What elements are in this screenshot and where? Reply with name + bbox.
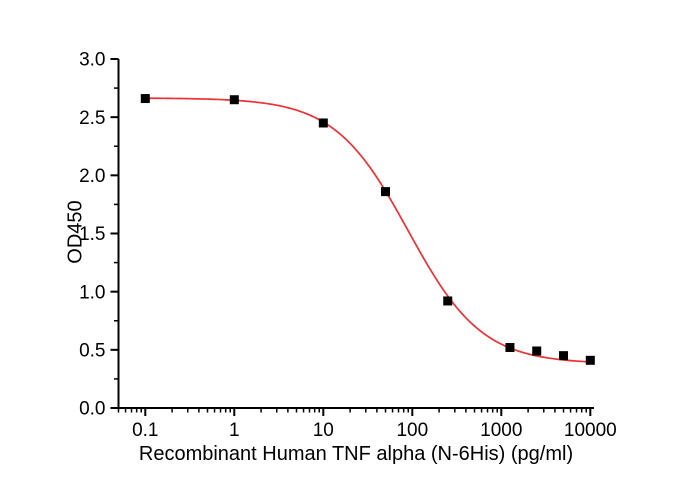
y-tick-label: 3.0 [79,50,105,71]
x-tick-label: 10 [313,420,334,441]
data-point-marker [559,351,569,361]
data-point-marker [381,187,391,197]
x-tick-label: 1 [229,420,240,441]
data-point-marker [585,355,595,365]
x-tick-label: 100 [396,420,428,441]
x-tick-label: 0.1 [132,420,158,441]
y-tick-label: 0.0 [79,399,105,420]
y-tick-label: 1.5 [79,224,105,245]
y-axis-title: OD450 [64,200,87,264]
y-tick-label: 0.5 [79,340,105,361]
data-point-marker [443,296,453,306]
y-tick-label: 2.5 [79,108,105,129]
y-tick-label: 1.0 [79,282,105,303]
data-point-marker [505,343,515,353]
y-tick-label: 2.0 [79,166,105,187]
data-point-marker [318,118,328,128]
x-tick-label: 10000 [564,420,617,441]
data-point-marker [229,95,239,105]
x-axis-title: Recombinant Human TNF alpha (N-6His) (pg… [138,443,574,465]
data-point-marker [532,346,542,356]
x-tick-label: 1000 [480,420,522,441]
data-point-marker [140,94,150,104]
fit-curve [145,97,591,363]
